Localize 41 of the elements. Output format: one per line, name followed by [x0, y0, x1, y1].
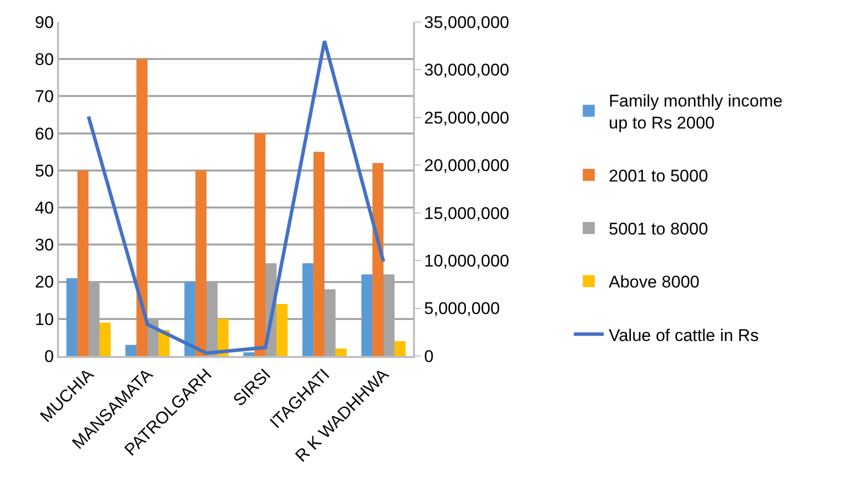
y2-tick-label: 0	[424, 346, 434, 366]
bar	[136, 59, 148, 356]
bar	[243, 352, 254, 356]
y2-tick-label: 15,000,000	[424, 204, 510, 223]
legend-label: 5001 to 8000	[608, 220, 708, 239]
bar	[218, 318, 229, 356]
y-tick-label: 80	[34, 50, 54, 70]
legend-label: Value of cattle in Rs	[608, 326, 759, 345]
y2-tick-label: 25,000,000	[424, 108, 510, 128]
y2-tick-label: 20,000,000	[424, 156, 510, 176]
bar	[125, 344, 136, 356]
bar	[276, 304, 288, 356]
y2-tick-label: 35,000,000	[424, 12, 510, 32]
bar	[77, 170, 88, 356]
bar	[66, 278, 78, 356]
y-tick-label: 70	[34, 87, 54, 106]
bar	[184, 282, 196, 356]
y2-tick-label: 10,000,000	[424, 252, 510, 271]
y-tick-label: 40	[34, 198, 54, 218]
y-tick-label: 30	[34, 236, 54, 255]
bar	[372, 163, 384, 356]
bar	[302, 263, 314, 356]
y-tick-label: 20	[34, 272, 54, 292]
bar	[195, 170, 206, 356]
y-tick-label: 0	[44, 346, 54, 366]
y2-tick-label: 30,000,000	[424, 60, 510, 80]
legend-label: 2001 to 5000	[608, 166, 708, 186]
line-series	[86, 39, 386, 355]
bar	[336, 348, 347, 356]
bar	[313, 152, 324, 356]
bar	[394, 341, 406, 356]
bar	[100, 322, 111, 356]
legend-label: Family monthly income up to Rs 2000	[608, 91, 783, 132]
y-tick-label: 60	[34, 124, 54, 144]
y-tick-label: 50	[34, 161, 54, 180]
legend-label: Above 8000	[608, 272, 700, 292]
bar	[361, 274, 372, 356]
y-tick-label: 10	[34, 310, 54, 329]
y2-tick-label: 5,000,000	[424, 299, 500, 318]
y-tick-label: 90	[34, 12, 54, 32]
bar	[254, 133, 266, 356]
